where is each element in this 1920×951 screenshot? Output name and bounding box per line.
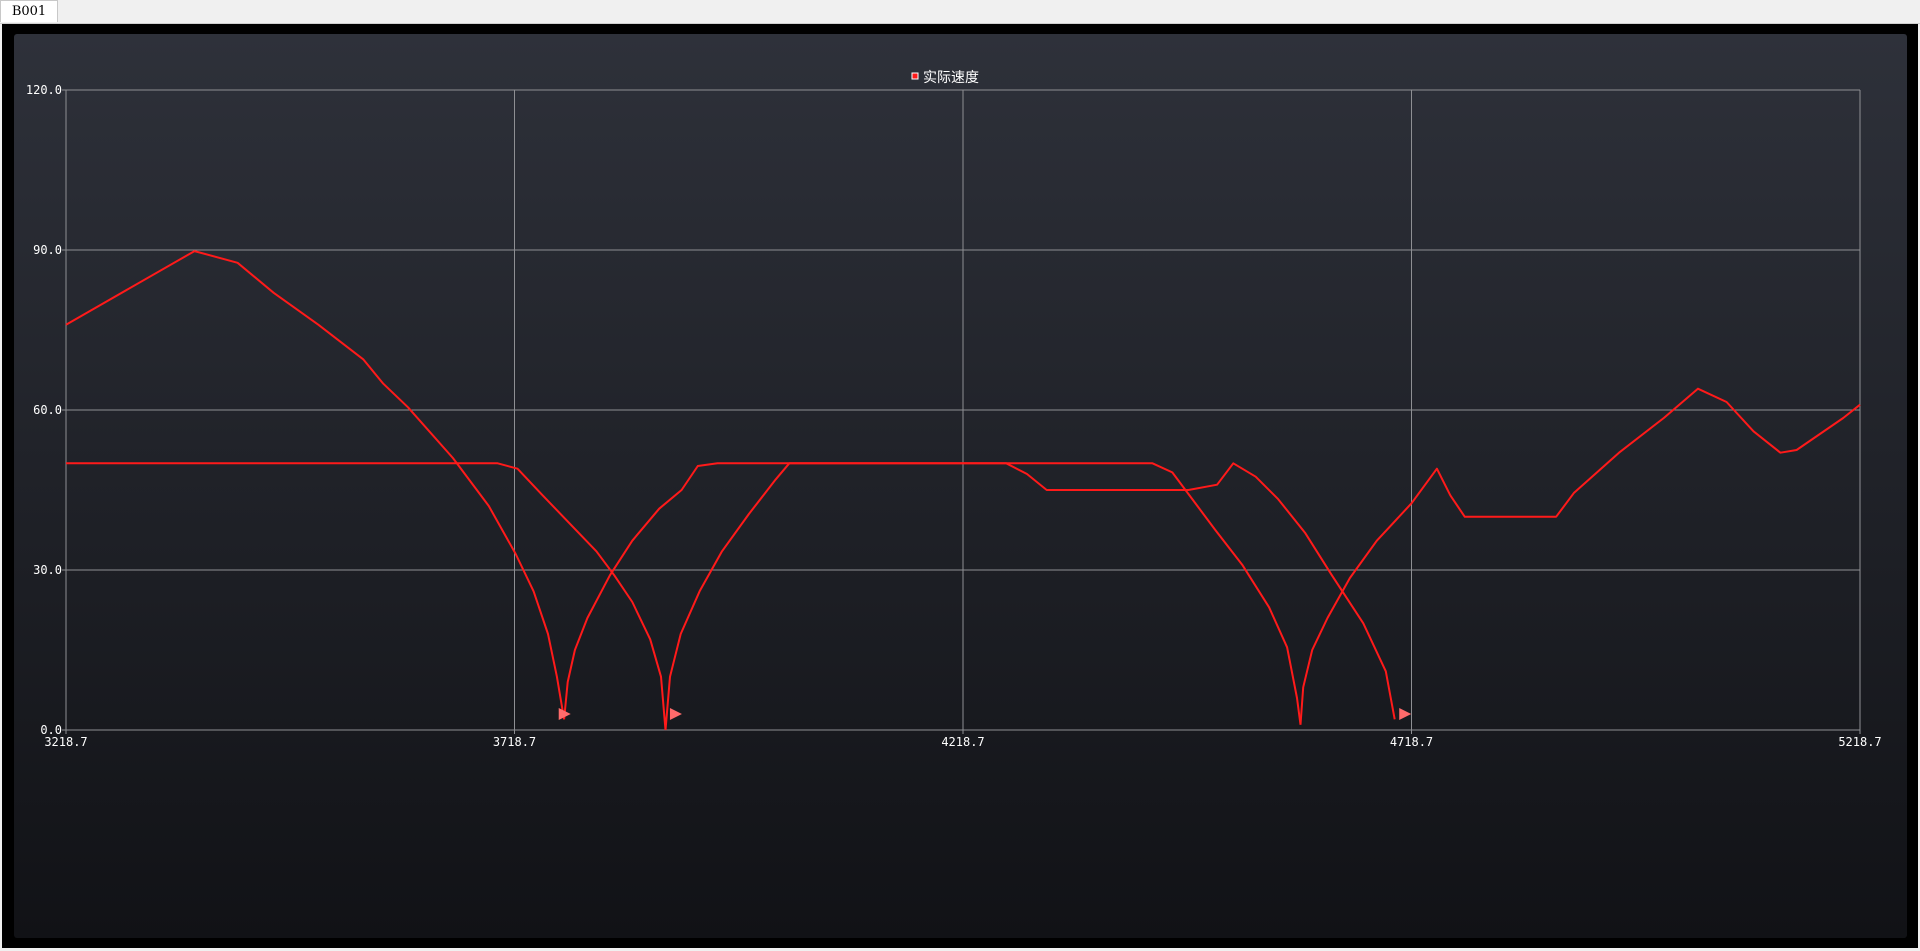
series-line-segment-2 (563, 462, 1396, 720)
flag-marker-icon (669, 708, 682, 720)
y-tick-label: 90.0 (33, 243, 62, 257)
y-tick-label: 0.0 (40, 723, 62, 737)
flag-marker-icon (558, 708, 571, 720)
series-line-segment-5 (1299, 387, 1861, 725)
tab-b001[interactable]: B001 (0, 0, 58, 22)
series-line-segment-1 (65, 250, 566, 720)
y-tick-label: 30.0 (33, 563, 62, 577)
y-tick-label: 60.0 (33, 403, 62, 417)
legend-label: 实际速度 (923, 70, 979, 86)
series-line-segment-4 (664, 462, 1302, 731)
x-tick-label: 5218.7 (1838, 735, 1881, 749)
y-tick-label: 120.0 (26, 83, 62, 97)
flag-marker-icon (1399, 708, 1412, 720)
x-tick-label: 4218.7 (941, 735, 984, 749)
chart-frame (2, 24, 1918, 948)
tab-bar: B001 (0, 0, 1920, 24)
x-tick-label: 4718.7 (1390, 735, 1433, 749)
x-tick-label: 3218.7 (44, 735, 87, 749)
chart-panel (14, 34, 1907, 938)
series-line-segment-3 (66, 462, 667, 731)
legend-swatch (911, 72, 919, 80)
x-tick-label: 3718.7 (493, 735, 536, 749)
